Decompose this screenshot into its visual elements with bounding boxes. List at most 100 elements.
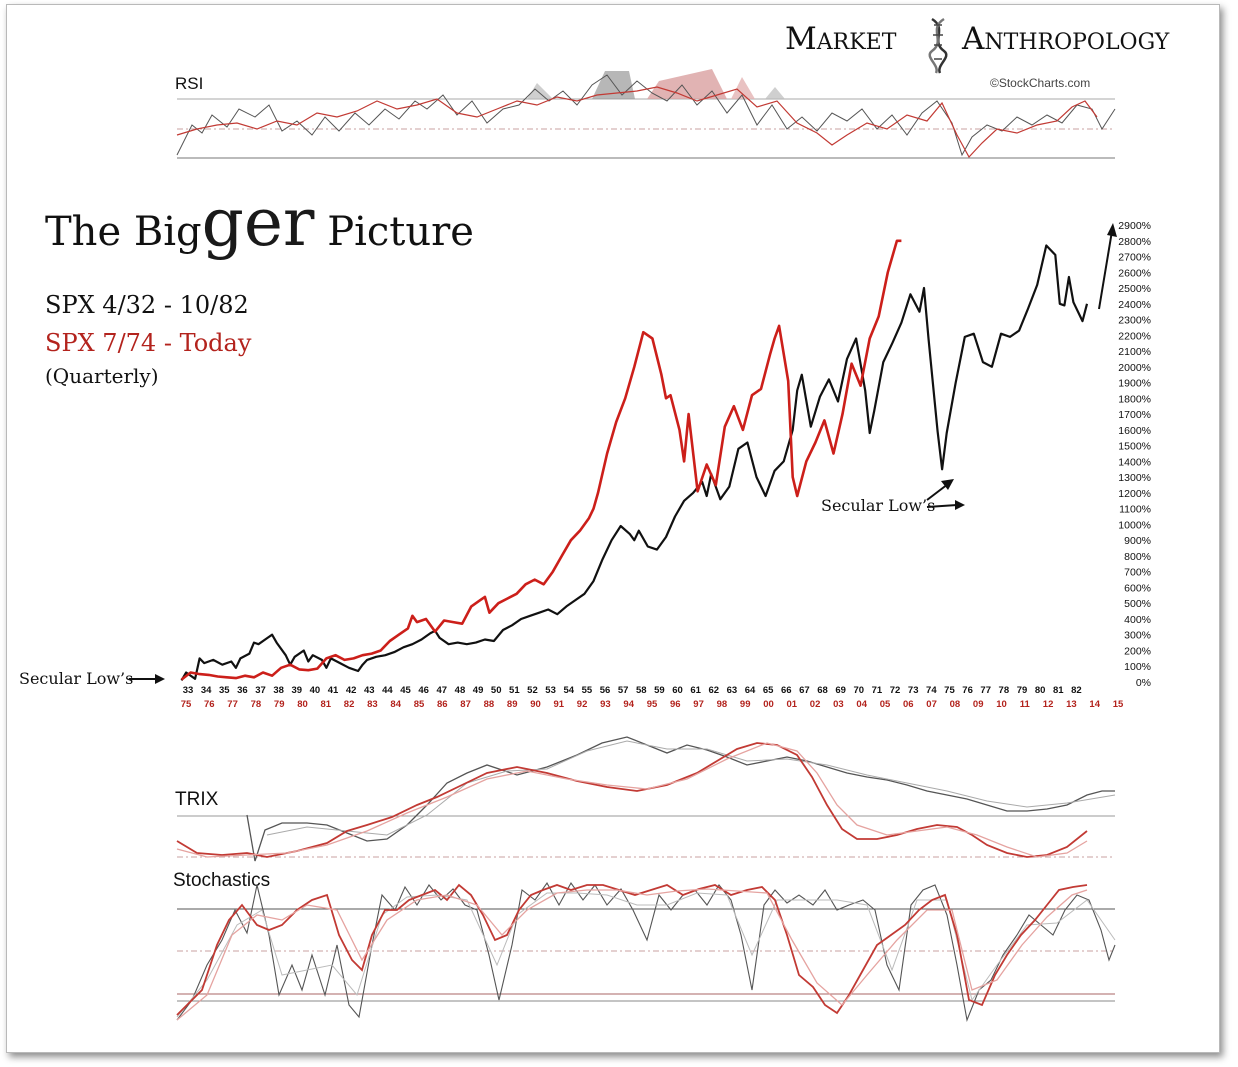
dna-icon: [928, 17, 948, 74]
arrow-right-icon: [129, 674, 165, 684]
x-top-tick-label: 52: [527, 685, 538, 696]
brand-word2-initial: A: [961, 21, 985, 57]
brand-word1-initial: M: [785, 21, 817, 57]
x-top-tick-label: 66: [781, 685, 792, 696]
x-top-tick-label: 41: [328, 685, 339, 696]
x-bottom-tick-label: 96: [670, 699, 681, 710]
brand-word1: MARKET: [785, 21, 897, 57]
stochastics-panel: Stochastics: [173, 870, 1116, 1022]
x-bottom-tick-label: 06: [903, 699, 914, 710]
x-top-tick-label: 76: [962, 685, 973, 696]
x-top-tick-label: 45: [400, 685, 411, 696]
x-top-tick-label: 34: [201, 685, 212, 696]
x-top-tick-label: 36: [237, 685, 248, 696]
y-tick-label: 2500%: [1118, 283, 1151, 295]
x-top-tick-label: 73: [908, 685, 919, 696]
x-bottom-tick-label: 13: [1066, 699, 1077, 710]
x-top-tick-label: 56: [600, 685, 611, 696]
rsi-series-black: [176, 74, 1116, 157]
y-tick-label: 900%: [1124, 535, 1151, 547]
x-bottom-tick-label: 77: [227, 699, 238, 710]
y-tick-label: 2800%: [1118, 236, 1151, 248]
x-bottom-tick-label: 75: [181, 699, 192, 710]
x-top-tick-label: 47: [437, 685, 448, 696]
chart-frame: MARKET ANTHROPOLOGY ©StockCharts.com RSI: [6, 4, 1220, 1053]
x-top-tick-label: 67: [799, 685, 810, 696]
y-tick-label: 2000%: [1118, 362, 1151, 374]
y-tick-label: 500%: [1124, 598, 1151, 610]
x-bottom-tick-label: 94: [623, 699, 634, 710]
x-top-tick-label: 62: [708, 685, 719, 696]
y-tick-label: 400%: [1124, 614, 1151, 626]
x-top-tick-label: 64: [745, 685, 756, 696]
x-bottom-tick-label: 89: [507, 699, 518, 710]
y-tick-label: 2700%: [1118, 252, 1151, 264]
x-top-tick-label: 69: [835, 685, 846, 696]
x-top-tick-label: 54: [563, 685, 574, 696]
trix-label: TRIX: [175, 789, 219, 810]
x-bottom-tick-label: 76: [204, 699, 215, 710]
x-top-tick-label: 58: [636, 685, 647, 696]
x-top-tick-label: 46: [418, 685, 429, 696]
y-tick-label: 1000%: [1118, 519, 1151, 531]
x-top-tick-label: 75: [944, 685, 955, 696]
x-bottom-tick-label: 12: [1043, 699, 1054, 710]
y-tick-label: 600%: [1124, 582, 1151, 594]
series-line-spx-1932-1982: [180, 244, 1089, 681]
stoch-red-signal: [176, 888, 1088, 1021]
x-top-tick-label: 50: [491, 685, 502, 696]
x-bottom-tick-label: 10: [996, 699, 1007, 710]
secular-lows-right-label: Secular Low’s: [821, 496, 935, 515]
rsi-shade-5: [765, 87, 785, 99]
x-top-tick-label: 80: [1035, 685, 1046, 696]
stoch-black-signal: [176, 892, 1116, 1018]
arrow-up-right-icon: [926, 479, 954, 501]
x-axis-top-labels: 33 34 35 36 37 38 39 40 41 42 43 44 45 46 47 48 49 50 51 52…: [183, 685, 1082, 696]
series-lines: [180, 239, 1089, 681]
y-tick-label: 2600%: [1118, 267, 1151, 279]
x-bottom-tick-label: 02: [810, 699, 821, 710]
x-bottom-tick-label: 07: [926, 699, 937, 710]
y-tick-label: 1300%: [1118, 472, 1151, 484]
rsi-series-red: [176, 86, 1098, 159]
x-top-tick-label: 38: [273, 685, 284, 696]
y-tick-label: 1900%: [1118, 378, 1151, 390]
x-top-tick-label: 49: [473, 685, 484, 696]
y-tick-label: 0%: [1136, 677, 1151, 689]
x-bottom-tick-label: 78: [251, 699, 262, 710]
x-bottom-tick-label: 00: [763, 699, 774, 710]
y-tick-label: 2900%: [1118, 220, 1151, 232]
x-axis-bottom-labels: 75 76 77 78 79 80 81 82 83 84 85 86 87 88 89 90 91 92 93 94…: [181, 699, 1124, 710]
y-tick-label: 300%: [1124, 630, 1151, 642]
x-top-tick-label: 53: [545, 685, 556, 696]
rsi-shade-3: [647, 69, 727, 99]
x-bottom-tick-label: 98: [717, 699, 728, 710]
copyright-label: ©StockCharts.com: [990, 76, 1090, 90]
x-top-tick-label: 72: [890, 685, 901, 696]
x-bottom-tick-label: 85: [414, 699, 425, 710]
x-top-tick-label: 74: [926, 685, 937, 696]
title-part2: ger: [202, 184, 315, 261]
y-tick-label: 700%: [1124, 567, 1151, 579]
secular-lows-left-label: Secular Low’s: [19, 669, 133, 688]
brand-word1-rest: ARKET: [816, 30, 897, 55]
x-top-tick-label: 48: [455, 685, 466, 696]
y-tick-label: 2400%: [1118, 299, 1151, 311]
x-top-tick-label: 43: [364, 685, 375, 696]
rsi-shade-1: [527, 83, 553, 99]
x-bottom-tick-label: 15: [1113, 699, 1124, 710]
x-bottom-tick-label: 01: [787, 699, 798, 710]
stochastics-label: Stochastics: [173, 870, 270, 891]
x-top-tick-label: 77: [980, 685, 991, 696]
y-tick-label: 200%: [1124, 645, 1151, 657]
x-bottom-tick-label: 86: [437, 699, 448, 710]
x-bottom-tick-label: 05: [880, 699, 891, 710]
arrow-right-small-icon: [926, 500, 965, 510]
rsi-shade-4: [731, 77, 755, 99]
x-bottom-tick-label: 93: [600, 699, 611, 710]
x-top-tick-label: 33: [183, 685, 194, 696]
x-bottom-tick-label: 90: [530, 699, 541, 710]
x-top-tick-label: 71: [872, 685, 883, 696]
x-bottom-tick-label: 91: [554, 699, 565, 710]
x-top-tick-label: 59: [654, 685, 665, 696]
